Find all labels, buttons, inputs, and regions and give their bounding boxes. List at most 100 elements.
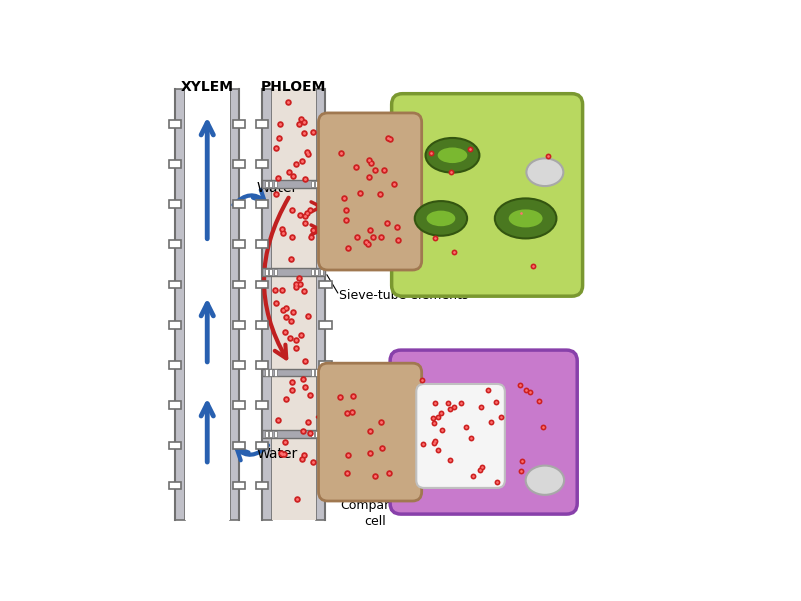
- Point: [282, 97, 295, 106]
- Point: [299, 174, 312, 183]
- Point: [299, 383, 312, 392]
- Point: [341, 468, 354, 478]
- Point: [280, 304, 292, 313]
- Point: [307, 127, 320, 136]
- Point: [448, 248, 461, 257]
- Ellipse shape: [426, 210, 455, 226]
- Text: PHLOEM: PHLOEM: [261, 80, 327, 94]
- Bar: [169, 200, 182, 208]
- Bar: [269, 431, 272, 437]
- Point: [381, 133, 394, 143]
- Bar: [256, 482, 268, 489]
- Point: [429, 398, 441, 408]
- Point: [279, 327, 292, 337]
- Point: [282, 168, 295, 177]
- Point: [276, 285, 289, 294]
- Bar: [169, 321, 182, 329]
- Point: [268, 285, 281, 295]
- Bar: [320, 401, 332, 409]
- Point: [441, 398, 454, 407]
- Text: SINK: SINK: [519, 361, 560, 376]
- Point: [373, 189, 386, 198]
- Point: [272, 133, 285, 142]
- Point: [296, 427, 309, 436]
- Point: [515, 208, 528, 218]
- Bar: [233, 442, 245, 450]
- Point: [425, 148, 437, 158]
- Point: [463, 145, 476, 154]
- Point: [432, 412, 445, 421]
- Point: [363, 156, 376, 165]
- Point: [272, 173, 284, 183]
- Bar: [233, 482, 245, 489]
- Point: [279, 327, 292, 337]
- Point: [432, 445, 445, 455]
- Point: [365, 159, 378, 168]
- Bar: [264, 370, 268, 376]
- Point: [296, 454, 308, 464]
- Point: [391, 222, 404, 232]
- Point: [306, 457, 319, 467]
- Point: [467, 471, 480, 481]
- Point: [489, 397, 502, 407]
- Point: [290, 343, 303, 353]
- Point: [364, 448, 376, 457]
- Bar: [233, 120, 245, 127]
- Bar: [262, 269, 325, 276]
- Bar: [233, 240, 245, 248]
- Point: [302, 149, 315, 159]
- Bar: [256, 120, 268, 127]
- Point: [474, 402, 487, 412]
- Point: [341, 243, 354, 253]
- Point: [290, 282, 303, 291]
- Point: [526, 261, 539, 271]
- Bar: [264, 181, 268, 187]
- Point: [306, 225, 319, 234]
- Point: [465, 433, 477, 442]
- Point: [304, 205, 316, 215]
- Point: [302, 311, 315, 320]
- Point: [298, 117, 311, 127]
- Point: [280, 313, 292, 322]
- Point: [350, 232, 363, 242]
- Point: [275, 448, 288, 458]
- Point: [417, 439, 429, 449]
- Point: [293, 273, 306, 283]
- Point: [384, 134, 396, 144]
- Point: [277, 305, 290, 315]
- Bar: [256, 240, 268, 248]
- Bar: [316, 89, 325, 520]
- Point: [298, 129, 311, 138]
- Point: [298, 286, 311, 296]
- Point: [340, 408, 353, 418]
- Point: [270, 143, 283, 153]
- Point: [445, 167, 457, 177]
- Point: [269, 189, 282, 199]
- Point: [277, 305, 290, 315]
- Point: [290, 335, 303, 345]
- Ellipse shape: [495, 198, 557, 239]
- Point: [285, 233, 298, 242]
- Point: [290, 279, 303, 289]
- Point: [340, 215, 352, 225]
- Point: [286, 171, 299, 181]
- Point: [384, 134, 396, 144]
- Point: [427, 418, 440, 428]
- Point: [368, 165, 381, 175]
- Point: [376, 443, 388, 453]
- Point: [334, 148, 347, 157]
- Point: [299, 174, 312, 183]
- Bar: [175, 89, 184, 520]
- Point: [334, 392, 347, 401]
- Bar: [316, 431, 319, 437]
- Bar: [233, 200, 245, 208]
- Point: [276, 228, 289, 237]
- Point: [280, 394, 292, 404]
- Point: [296, 427, 309, 436]
- Point: [349, 162, 362, 172]
- Point: [417, 439, 429, 449]
- Point: [304, 233, 317, 242]
- Point: [300, 208, 313, 218]
- Point: [306, 225, 319, 234]
- Ellipse shape: [509, 209, 542, 227]
